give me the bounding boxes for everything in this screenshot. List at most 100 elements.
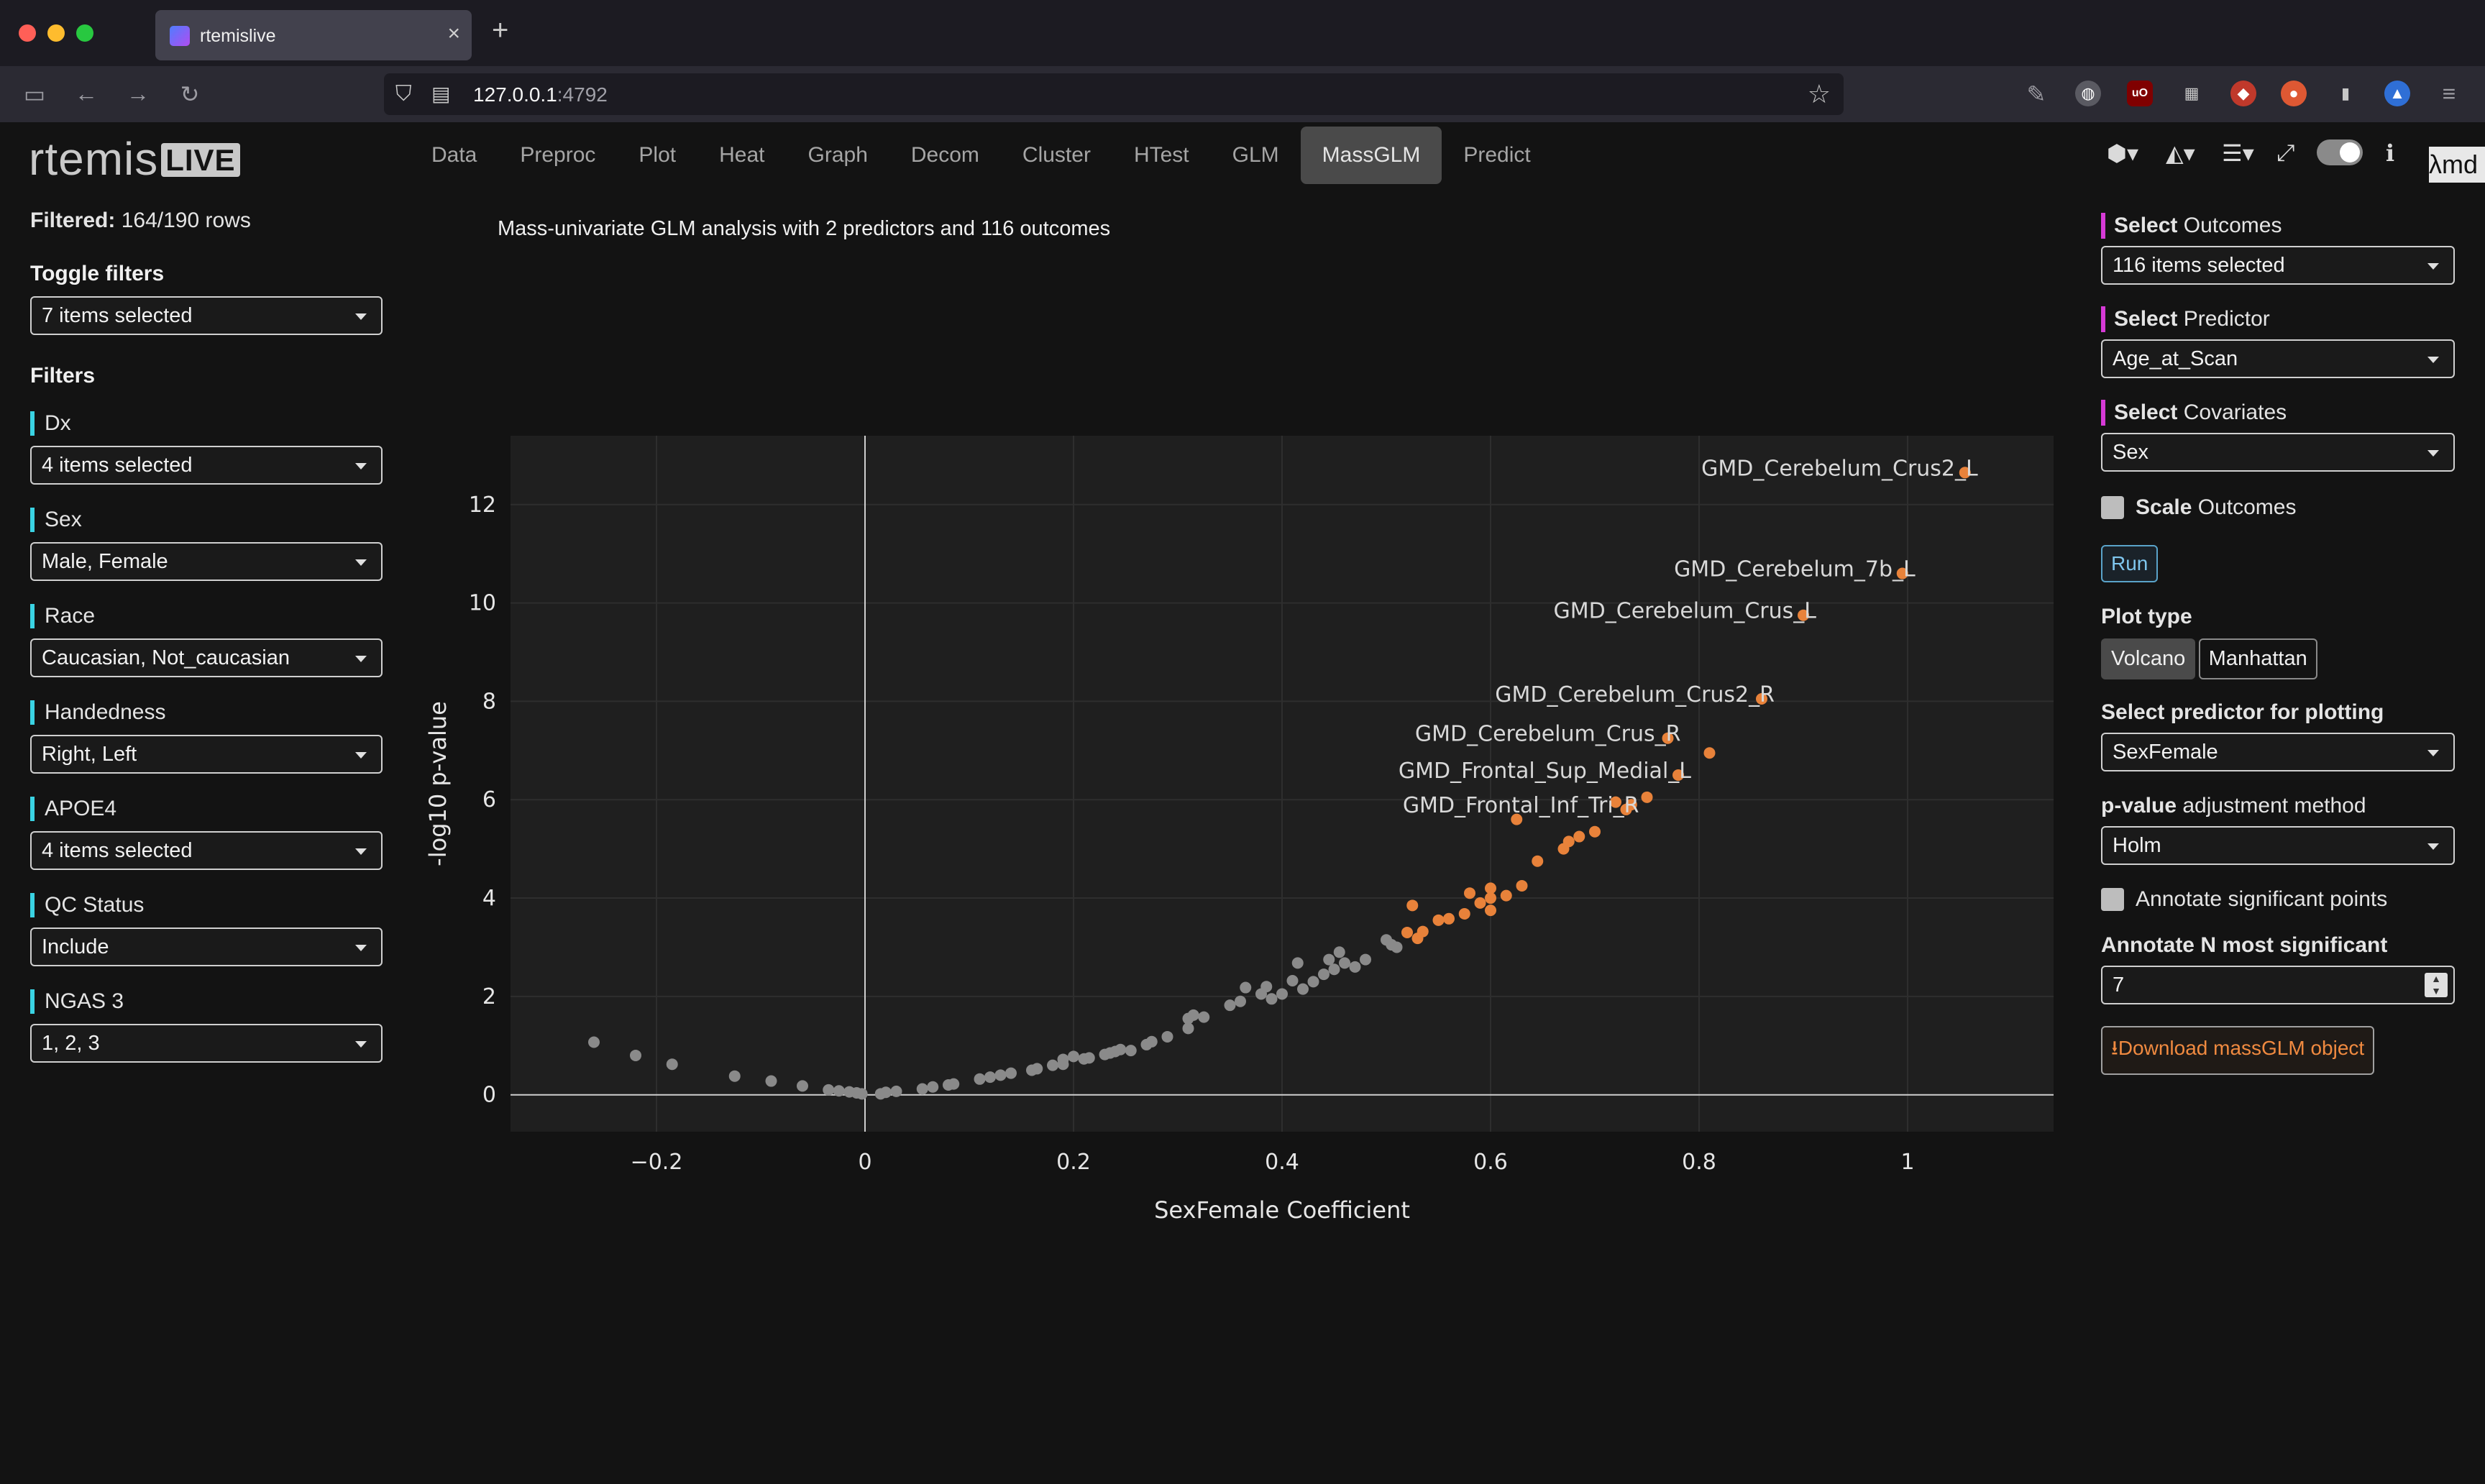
data-point[interactable] — [1286, 974, 1299, 986]
forward-arrow-icon[interactable]: → — [127, 81, 150, 106]
significant-data-point[interactable] — [1756, 692, 1767, 705]
filter-select-ngas3[interactable]: 1, 2, 3 — [30, 1024, 383, 1063]
fullscreen-icon[interactable]: ⤢ — [2276, 139, 2295, 165]
plot-predictor-select[interactable]: SexFemale — [2101, 733, 2455, 771]
cube-menu-icon[interactable]: ⬢▾ — [2107, 140, 2138, 166]
duck-extension-icon[interactable]: ● — [2281, 81, 2307, 106]
significant-data-point[interactable] — [1610, 796, 1621, 808]
data-point[interactable] — [1005, 1067, 1017, 1079]
filter-select-sex[interactable]: Male, Female — [30, 542, 383, 581]
data-point[interactable] — [728, 1070, 741, 1082]
annotate-n-input[interactable]: 7 ▲ ▼ — [2101, 966, 2455, 1004]
significant-data-point[interactable] — [1500, 889, 1512, 902]
close-window-button[interactable] — [19, 24, 36, 42]
significant-data-point[interactable] — [1432, 914, 1445, 926]
chart-menu-icon[interactable]: ◭▾ — [2166, 140, 2195, 166]
plot-type-manhattan[interactable]: Manhattan — [2198, 638, 2317, 679]
significant-data-point[interactable] — [1562, 835, 1575, 848]
data-point[interactable] — [1339, 957, 1350, 969]
grid-extension-icon[interactable]: ▦ — [2184, 84, 2200, 102]
data-point[interactable] — [916, 1083, 928, 1095]
data-point[interactable] — [1297, 983, 1309, 995]
significant-data-point[interactable] — [1798, 609, 1809, 621]
tab-massglm[interactable]: MassGLM — [1300, 127, 1442, 184]
tab-predict[interactable]: Predict — [1463, 143, 1531, 167]
data-point[interactable] — [1323, 953, 1335, 966]
significant-data-point[interactable] — [1485, 904, 1496, 917]
tab-heat[interactable]: Heat — [719, 143, 765, 167]
significant-data-point[interactable] — [1464, 887, 1475, 899]
data-point[interactable] — [1307, 976, 1319, 988]
significant-data-point[interactable] — [1959, 467, 1971, 479]
significant-data-point[interactable] — [1896, 567, 1908, 580]
data-point[interactable] — [1276, 988, 1288, 1000]
significant-data-point[interactable] — [1474, 897, 1486, 909]
data-point[interactable] — [1349, 961, 1361, 973]
significant-data-point[interactable] — [1485, 892, 1496, 904]
run-button[interactable]: Run — [2101, 545, 2159, 582]
data-point[interactable] — [856, 1088, 868, 1100]
predictor-select[interactable]: Age_at_Scan — [2101, 339, 2455, 378]
data-point[interactable] — [1187, 1009, 1199, 1021]
tab-htest[interactable]: HTest — [1133, 143, 1189, 167]
pvalue-adjust-select[interactable]: Holm — [2101, 826, 2455, 865]
data-point[interactable] — [1068, 1050, 1079, 1063]
significant-data-point[interactable] — [1443, 912, 1455, 925]
plot-type-volcano[interactable]: Volcano — [2101, 638, 2196, 679]
significant-data-point[interactable] — [1532, 855, 1544, 867]
data-point[interactable] — [1260, 981, 1273, 993]
tab-decom[interactable]: Decom — [910, 143, 979, 167]
tab-data[interactable]: Data — [431, 143, 477, 167]
browser-tab[interactable]: rtemislive × — [155, 10, 472, 60]
significant-data-point[interactable] — [1401, 926, 1413, 938]
filter-select-handedness[interactable]: Right, Left — [30, 735, 383, 774]
significant-data-point[interactable] — [1625, 799, 1637, 811]
document-extension-icon[interactable]: ▮ — [2340, 84, 2351, 102]
data-point[interactable] — [1161, 1030, 1173, 1043]
list-menu-icon[interactable]: ☰▾ — [2222, 140, 2254, 166]
theme-toggle[interactable] — [2317, 139, 2363, 165]
data-point[interactable] — [1031, 1063, 1043, 1075]
url-bar[interactable]: ⛉ ▤ 127.0.0.1:4792 ☆ — [384, 73, 1844, 115]
significant-data-point[interactable] — [1662, 732, 1674, 744]
volcano-plot[interactable]: −0.2 0 0.2 0.4 0.6 0.8 1024681012GMD_Cerebelum… — [417, 302, 2071, 1273]
new-tab-button[interactable]: + — [492, 14, 509, 46]
close-tab-icon[interactable]: × — [447, 22, 460, 45]
significant-data-point[interactable] — [1485, 882, 1496, 894]
tab-cluster[interactable]: Cluster — [1022, 143, 1091, 167]
covariates-select[interactable]: Sex — [2101, 433, 2455, 472]
data-point[interactable] — [1047, 1059, 1058, 1071]
shield-icon[interactable]: ⛉ — [395, 82, 412, 106]
data-point[interactable] — [994, 1069, 1007, 1081]
shield-extension-icon[interactable]: ▲ — [2384, 81, 2410, 106]
data-point[interactable] — [1391, 941, 1403, 953]
filter-select-qc-status[interactable]: Include — [30, 927, 383, 966]
filter-select-dx[interactable]: 4 items selected — [30, 446, 383, 485]
bookmark-star-icon[interactable]: ☆ — [1807, 79, 1831, 109]
back-arrow-icon[interactable]: ← — [75, 81, 98, 106]
data-point[interactable] — [1318, 968, 1330, 981]
data-point[interactable] — [1333, 946, 1345, 958]
data-point[interactable] — [1198, 1011, 1210, 1023]
data-point[interactable] — [1083, 1052, 1095, 1064]
data-point[interactable] — [797, 1080, 808, 1092]
fire-extension-icon[interactable]: ◆ — [2230, 81, 2256, 106]
data-point[interactable] — [1360, 953, 1371, 966]
url-text[interactable]: 127.0.0.1:4792 — [473, 83, 608, 106]
data-point[interactable] — [1115, 1043, 1127, 1055]
data-point[interactable] — [1182, 1022, 1194, 1035]
tab-plot[interactable]: Plot — [639, 143, 677, 167]
significant-data-point[interactable] — [1406, 899, 1419, 912]
download-button[interactable]: ⭳Download massGLM object — [2101, 1026, 2375, 1075]
minimize-window-button[interactable] — [47, 24, 65, 42]
data-point[interactable] — [823, 1084, 835, 1096]
tab-graph[interactable]: Graph — [807, 143, 868, 167]
tab-preproc[interactable]: Preproc — [520, 143, 596, 167]
data-point[interactable] — [765, 1075, 777, 1087]
data-point[interactable] — [588, 1036, 600, 1048]
globe-extension-icon[interactable]: ◍ — [2075, 81, 2101, 106]
reload-icon[interactable]: ↻ — [180, 81, 200, 107]
data-point[interactable] — [1125, 1045, 1137, 1057]
tab-glm[interactable]: GLM — [1232, 143, 1279, 167]
filter-select-race[interactable]: Caucasian, Not_caucasian — [30, 638, 383, 677]
